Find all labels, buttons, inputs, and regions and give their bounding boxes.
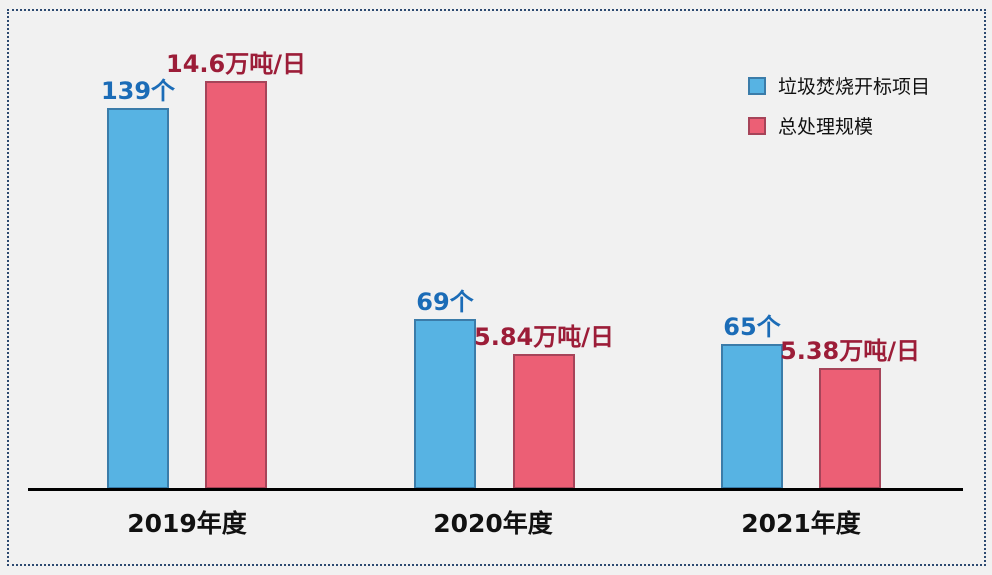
legend-swatch-blue bbox=[748, 76, 766, 95]
bar-scale-2021: 5.38万吨/日 bbox=[780, 337, 920, 489]
chart-legend: 垃圾焚烧开标项目 总处理规模 bbox=[748, 72, 930, 152]
bar-value-label-scale-2020: 5.84万吨/日 bbox=[474, 323, 614, 351]
bar-scale-2020: 5.84万吨/日 bbox=[474, 323, 614, 489]
legend-item-projects: 垃圾焚烧开标项目 bbox=[748, 72, 930, 99]
bar-value-label-scale-2021: 5.38万吨/日 bbox=[780, 337, 920, 365]
bar-value-label-scale-2019: 14.6万吨/日 bbox=[166, 50, 306, 78]
x-axis-label-2020: 2020年度 bbox=[433, 509, 553, 538]
x-axis-line bbox=[28, 488, 963, 491]
legend-swatch-red bbox=[748, 116, 766, 135]
bar-projects-2021: 65个 bbox=[721, 313, 783, 489]
legend-label-projects: 垃圾焚烧开标项目 bbox=[778, 76, 931, 98]
bar-projects-2020: 69个 bbox=[414, 288, 476, 489]
bar-value-label-projects-2021: 65个 bbox=[723, 313, 781, 341]
bar-value-label-projects-2020: 69个 bbox=[416, 288, 474, 316]
x-axis-label-2019: 2019年度 bbox=[127, 509, 247, 538]
bar-scale-2019: 14.6万吨/日 bbox=[166, 50, 306, 489]
legend-label-scale: 总处理规模 bbox=[778, 116, 874, 138]
bar-projects-2019: 139个 bbox=[101, 77, 175, 489]
bar-value-label-projects-2019: 139个 bbox=[100, 77, 176, 105]
legend-item-scale: 总处理规模 bbox=[748, 112, 930, 139]
x-axis-label-2021: 2021年度 bbox=[741, 509, 861, 538]
